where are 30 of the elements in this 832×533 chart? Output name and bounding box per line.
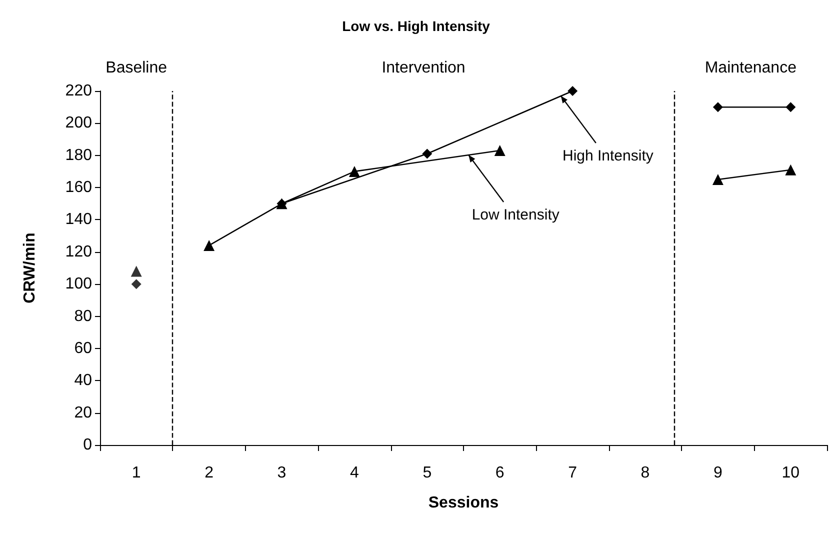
y-tick-label: 20: [74, 404, 92, 422]
y-tick-label: 180: [65, 146, 92, 164]
annotation: Low Intensity: [472, 206, 560, 224]
text: Baseline: [106, 60, 168, 76]
x-tick-label: 8: [640, 464, 650, 482]
y-tick-label: 200: [65, 114, 92, 132]
x-tick-label: 5: [422, 464, 432, 482]
text: Intervention: [382, 60, 466, 76]
x-axis-title: Sessions: [428, 494, 499, 512]
y-tick-label: 40: [74, 372, 92, 390]
x-tick-label: 7: [568, 464, 578, 482]
chart-title: Low vs. High Intensity: [342, 18, 490, 34]
y-tick-label: 80: [74, 308, 92, 325]
x-tick-label: 4: [350, 464, 359, 482]
y-tick-label: 140: [65, 211, 92, 228]
x-tick-label: 10: [782, 464, 800, 482]
x-tick-label: 6: [495, 464, 504, 482]
y-tick-label: 0: [83, 436, 92, 454]
y-tick-label: 60: [74, 340, 92, 357]
x-tick-label: 3: [277, 464, 286, 482]
y-tick-label: 100: [65, 276, 92, 293]
text: Maintenance: [704, 60, 797, 76]
x-tick-label: 2: [204, 464, 214, 482]
y-axis-title: CRW/min: [22, 232, 38, 304]
x-tick-label: 9: [713, 464, 722, 482]
y-tick-label: 160: [65, 179, 92, 196]
x-tick-label: 1: [132, 464, 141, 482]
annotation: High Intensity: [562, 147, 654, 164]
y-tick-label: 220: [65, 82, 92, 100]
y-tick-label: 120: [65, 243, 92, 260]
